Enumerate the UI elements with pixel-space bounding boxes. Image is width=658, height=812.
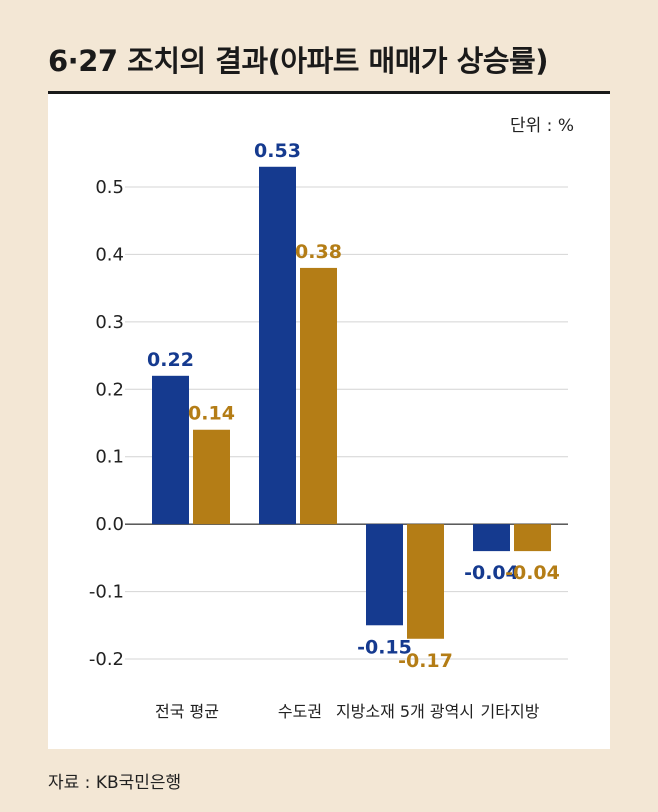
data-label: 0.22 (147, 349, 194, 371)
title-rule (48, 91, 610, 94)
axis-labels: 0.5 0.4 0.3 0.2 0.1 0.0 -0.1 -0.2 전국 평균 수도권 지방소재 5… (89, 177, 540, 721)
x-category-label: 전국 평균 (155, 702, 219, 721)
bar-2-1 (193, 429, 230, 525)
x-category-label: 기타지방 (481, 702, 540, 721)
bar-2-4 (514, 524, 551, 552)
y-tick-label: 0.1 (95, 447, 124, 468)
unit-label: 단위 : % (510, 116, 574, 136)
y-tick-label: 0.2 (95, 379, 124, 400)
data-label: -0.15 (357, 636, 412, 658)
y-tick-label: 0.4 (95, 244, 124, 265)
source-note: 자료 : KB국민은행 (48, 773, 182, 793)
bar-2-3 (407, 524, 444, 639)
bar-1-3 (366, 524, 403, 626)
y-tick-label: 0.5 (95, 177, 124, 198)
y-tick-label: 0.3 (95, 312, 124, 333)
bars (152, 166, 551, 639)
y-tick-label: -0.2 (89, 649, 124, 670)
data-label: 0.53 (254, 140, 301, 162)
y-tick-label: -0.1 (89, 582, 124, 603)
chart-title: 6·27 조치의 결과(아파트 매매가 상승률) (48, 44, 548, 78)
data-label: -0.04 (505, 562, 560, 584)
x-category-label: 수도권 (278, 702, 322, 721)
data-label: -0.04 (464, 562, 519, 584)
bar-2-2 (300, 267, 337, 525)
data-label: -0.17 (398, 650, 453, 672)
bar-1-2 (259, 166, 296, 525)
y-tick-label: 0.0 (95, 514, 124, 535)
data-label: 0.14 (188, 403, 235, 425)
bar-1-4 (473, 524, 510, 552)
x-category-label: 지방소재 5개 광역시 (336, 702, 474, 721)
data-label: 0.38 (295, 241, 342, 263)
bar-1-1 (152, 375, 189, 525)
data-labels: 0.22 0.53 -0.15 -0.04 0.14 0.38 -0.17 -0.04 (147, 140, 560, 672)
